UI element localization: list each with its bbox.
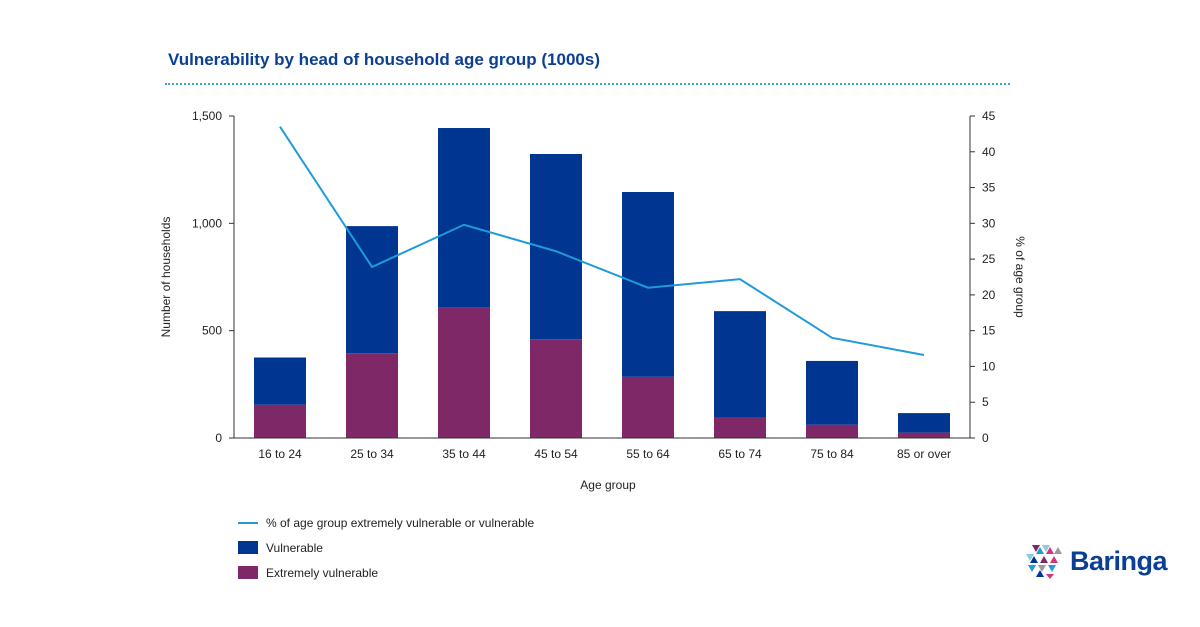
y2-tick-label: 45 <box>982 109 996 123</box>
title-divider <box>165 83 1010 85</box>
y2-tick-label: 30 <box>982 216 996 230</box>
legend-label: Extremely vulnerable <box>266 565 379 580</box>
legend-swatch <box>238 541 258 554</box>
bar-vulnerable <box>806 360 858 425</box>
x-tick-label: 45 to 54 <box>534 447 578 461</box>
bar-vulnerable <box>438 128 490 308</box>
y2-tick-label: 25 <box>982 252 996 266</box>
y-tick-label: 500 <box>202 324 222 338</box>
bar-extremely-vulnerable <box>530 339 582 438</box>
x-tick-label: 35 to 44 <box>442 447 486 461</box>
bar-vulnerable <box>622 191 674 377</box>
bar-extremely-vulnerable <box>346 353 398 438</box>
bar-extremely-vulnerable <box>622 376 674 438</box>
y2-tick-label: 20 <box>982 288 996 302</box>
bar-extremely-vulnerable <box>254 404 306 438</box>
legend-label: % of age group extremely vulnerable or v… <box>266 515 535 530</box>
legend: % of age group extremely vulnerable or v… <box>238 510 534 585</box>
y2-tick-label: 35 <box>982 181 996 195</box>
y2-tick-label: 15 <box>982 324 996 338</box>
x-tick-label: 16 to 24 <box>258 447 302 461</box>
y2-tick-label: 5 <box>982 395 989 409</box>
legend-item-line: % of age group extremely vulnerable or v… <box>238 510 534 535</box>
y-axis-label: Number of households <box>159 217 173 338</box>
baringa-logo: Baringa <box>1026 543 1168 579</box>
y2-tick-label: 0 <box>982 431 989 445</box>
bar-vulnerable <box>346 226 398 354</box>
x-tick-label: 25 to 34 <box>350 447 394 461</box>
y2-tick-label: 40 <box>982 145 996 159</box>
legend-label: Vulnerable <box>266 540 323 555</box>
bar-extremely-vulnerable <box>438 307 490 438</box>
legend-line-swatch <box>238 521 258 524</box>
x-tick-label: 85 or over <box>897 447 951 461</box>
y-tick-label: 1,000 <box>192 216 222 230</box>
line-percent <box>279 126 925 356</box>
bar-vulnerable <box>714 311 766 418</box>
x-tick-label: 65 to 74 <box>718 447 762 461</box>
bar-extremely-vulnerable <box>806 424 858 438</box>
y2-tick-label: 10 <box>982 359 996 373</box>
x-axis-label: Age group <box>580 478 636 492</box>
bar-extremely-vulnerable <box>714 417 766 438</box>
x-tick-label: 55 to 64 <box>626 447 670 461</box>
y-tick-label: 0 <box>215 431 222 445</box>
legend-item-extremely: Extremely vulnerable <box>238 560 534 585</box>
logo-triangles-icon <box>1026 545 1062 579</box>
chart-title: Vulnerability by head of household age g… <box>168 50 600 69</box>
legend-item-vulnerable: Vulnerable <box>238 535 534 560</box>
bar-extremely-vulnerable <box>898 432 950 438</box>
bar-vulnerable <box>898 413 950 433</box>
bar-vulnerable <box>254 357 306 405</box>
legend-swatch <box>238 566 258 579</box>
y-tick-label: 1,500 <box>192 109 222 123</box>
y2-axis-label: % of age group <box>1013 236 1027 318</box>
logo-text: Baringa <box>1070 545 1168 576</box>
x-tick-label: 75 to 84 <box>810 447 854 461</box>
